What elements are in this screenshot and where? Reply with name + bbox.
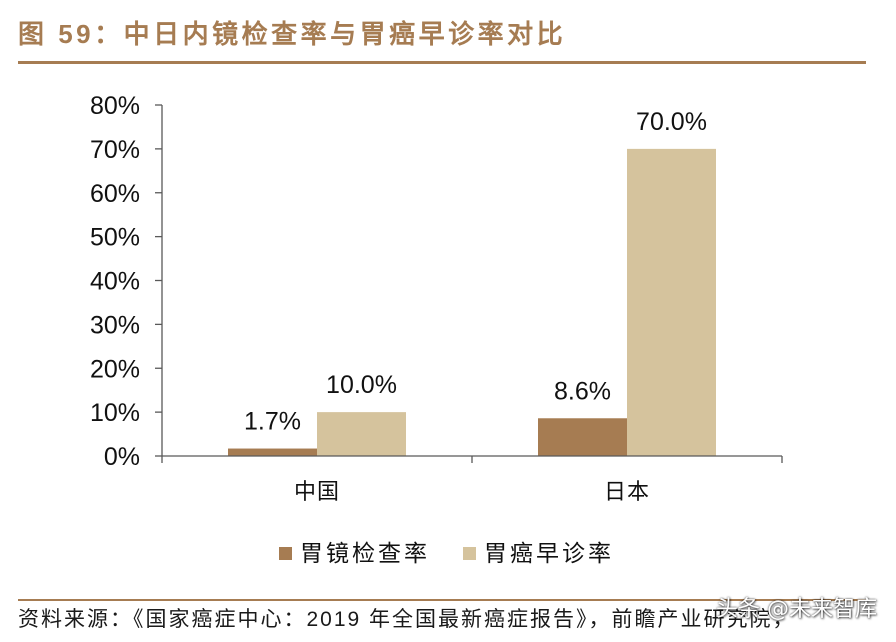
legend-swatch-series-2: [463, 546, 476, 560]
data-label-series-1-cat-1: 1.7%: [244, 408, 301, 436]
legend-swatch-series-1: [279, 546, 292, 560]
data-label-series-1-cat-2: 8.6%: [554, 377, 611, 405]
legend-label-series-1: 胃镜检查率: [300, 540, 430, 566]
source-note: 资料来源：《国家癌症中心：2019 年全国最新癌症报告》，前瞻产业研究院，: [18, 608, 796, 631]
y-tick-label: 30%: [90, 311, 140, 339]
y-tick-label: 60%: [90, 180, 140, 208]
chart-title: 图 59：中日内镜检查率与胃癌早诊率对比: [18, 19, 567, 49]
bar-series-2-cat-1: [317, 412, 406, 456]
y-tick-label: 0%: [104, 443, 140, 471]
y-tick-label: 20%: [90, 355, 140, 383]
bar-series-2-cat-2: [627, 148, 716, 456]
data-label-series-2-cat-1: 10.0%: [326, 371, 397, 399]
y-tick-label: 10%: [90, 399, 140, 427]
y-tick-label: 50%: [90, 224, 140, 252]
source-divider: [18, 599, 866, 601]
category-label-2: 日本: [604, 479, 650, 504]
bar-series-1-cat-2: [538, 418, 627, 456]
legend-item-series-1: 胃镜检查率: [279, 538, 430, 568]
y-tick-label: 40%: [90, 268, 140, 296]
bar-chart: 1.7% 10.0% 中国 8.6% 70.0% 日本 0% 10% 20% 30% 40% 50% 6…: [90, 92, 783, 504]
legend-item-series-2: 胃癌早诊率: [463, 538, 614, 568]
data-label-series-2-cat-2: 70.0%: [636, 108, 707, 136]
watermark: 头条 @未来智库: [716, 597, 877, 622]
title-divider: [18, 61, 866, 64]
category-label-1: 中国: [294, 479, 340, 504]
bar-series-1-cat-1: [228, 448, 317, 456]
y-tick-label: 80%: [90, 92, 140, 120]
legend-label-series-2: 胃癌早诊率: [484, 540, 614, 566]
y-tick-label: 70%: [90, 136, 140, 164]
